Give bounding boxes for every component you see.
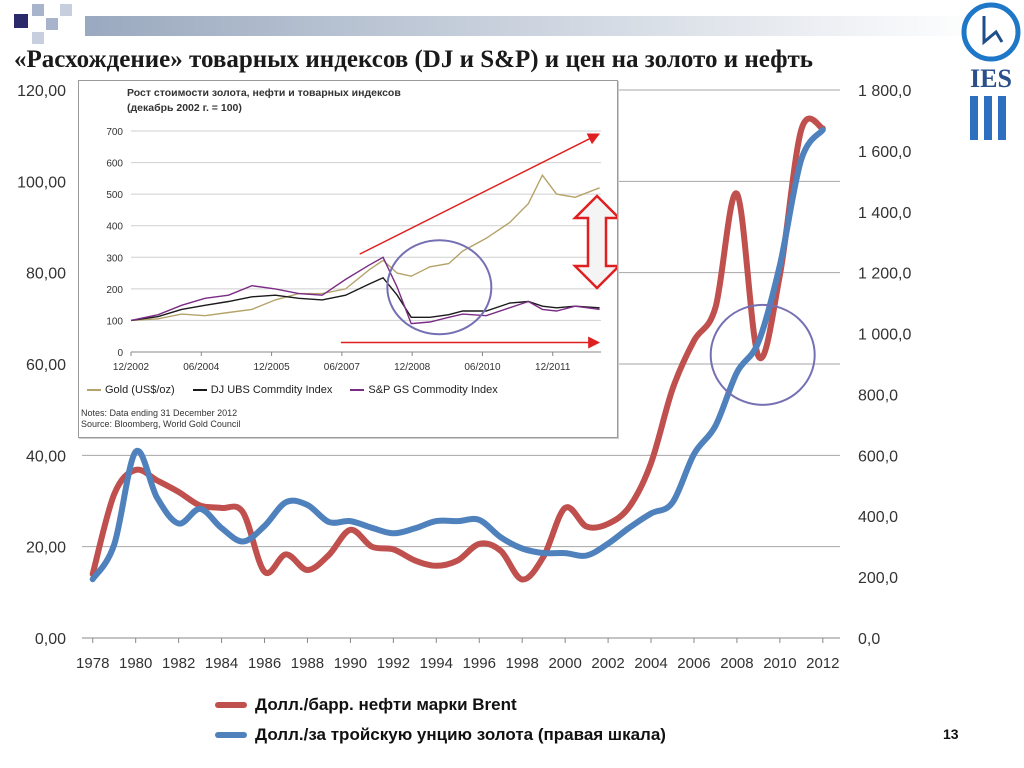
legend-swatch-gold <box>215 732 247 738</box>
inset-y-tick-label: 400 <box>106 222 123 233</box>
inset-chart: 0 100 200 300 400 500 600 700 12/2002 06/2004 12/2… <box>106 127 617 373</box>
slide-title: «Расхождение» товарных индексов (DJ и S&… <box>14 46 813 73</box>
x-tick-label: 2004 <box>634 655 667 672</box>
legend-swatch <box>87 389 101 391</box>
series-line-gold <box>89 126 826 583</box>
inset-x-tick-label: 06/2007 <box>324 362 361 373</box>
series-line-oil <box>89 115 826 583</box>
legend-item-gold: Долл./за тройскую унцию золота (правая ш… <box>215 720 666 750</box>
x-tick-label: 1990 <box>334 655 367 672</box>
inset-x-tick-label: 06/2004 <box>183 362 220 373</box>
x-tick-label: 1980 <box>119 655 152 672</box>
x-tick-label: 1988 <box>291 655 324 672</box>
y-left-tick-label: 40,00 <box>26 448 66 465</box>
inset-notes: Notes: Data ending 31 December 2012 Sour… <box>81 408 240 430</box>
inset-y-tick-label: 200 <box>106 285 123 296</box>
header-square <box>32 32 44 44</box>
inset-legend-dj: DJ UBS Commdity Index <box>192 384 333 396</box>
annotation-arrow-up <box>359 133 600 255</box>
y-right-tick-label: 800,0 <box>858 387 898 404</box>
legend-label: DJ UBS Commdity Index <box>210 384 333 396</box>
inset-x-tick-label: 12/2005 <box>254 362 291 373</box>
header-square <box>46 18 58 30</box>
inset-legend-sp: S&P GS Commodity Index <box>350 384 498 396</box>
x-tick-label: 2010 <box>763 655 796 672</box>
y-right-tick-label: 0,0 <box>858 631 880 648</box>
inset-y-tick-label: 700 <box>106 127 123 138</box>
inset-legend-gold: Gold (US$/oz) <box>87 384 175 396</box>
legend-label: S&P GS Commodity Index <box>368 384 498 396</box>
header-gradient-bar <box>85 16 985 36</box>
legend-label: Gold (US$/oz) <box>105 384 175 396</box>
annotation-circle <box>709 303 816 406</box>
annotation-double-arrow <box>571 194 617 290</box>
header-square <box>32 4 44 16</box>
inset-x-tick-label: 12/2002 <box>113 362 150 373</box>
y-right-tick-label: 1 000,0 <box>858 327 911 344</box>
inset-legend: Gold (US$/oz) DJ UBS Commdity Index S&P … <box>87 384 617 396</box>
logo-text: IES <box>970 64 1012 93</box>
inset-subtitle-line: (декабрь 2002 г. = 100) <box>127 102 242 114</box>
inset-x-tick-label: 12/2008 <box>394 362 431 373</box>
inset-source-line: Source: Bloomberg, World Gold Council <box>81 419 241 429</box>
legend-label-oil: Долл./барр. нефти марки Brent <box>255 695 517 714</box>
y-right-tick-label: 1 400,0 <box>858 205 911 222</box>
legend-item-oil: Долл./барр. нефти марки Brent <box>215 690 666 720</box>
inset-y-tick-label: 600 <box>106 159 123 170</box>
legend-swatch <box>192 389 207 391</box>
logo-bar <box>970 96 978 140</box>
y-left-tick-label: 80,00 <box>26 266 66 283</box>
inset-x-tick-label: 12/2011 <box>535 362 571 373</box>
x-tick-label: 1984 <box>205 655 238 672</box>
logo-bar <box>998 96 1006 140</box>
inset-chart-panel: 0 100 200 300 400 500 600 700 12/2002 06/2004 12/2… <box>78 80 618 438</box>
page-number: 13 <box>943 726 959 742</box>
x-tick-label: 1996 <box>463 655 496 672</box>
x-tick-label: 2008 <box>720 655 753 672</box>
x-tick-label: 2012 <box>806 655 839 672</box>
header-square <box>14 14 28 28</box>
y-right-tick-label: 200,0 <box>858 570 898 587</box>
x-tick-label: 1994 <box>420 655 453 672</box>
legend-label-gold: Долл./за тройскую унцию золота (правая ш… <box>255 725 666 744</box>
inset-annotation-circle <box>386 239 493 336</box>
inset-y-tick-label: 100 <box>106 316 123 327</box>
y-left-tick-label: 20,00 <box>26 540 66 557</box>
x-tick-label: 2002 <box>591 655 624 672</box>
logo-mark <box>982 16 1004 46</box>
ies-logo: IES <box>961 2 1021 140</box>
inset-x-tick-label: 06/2010 <box>464 362 501 373</box>
x-tick-label: 2006 <box>677 655 710 672</box>
inset-y-tick-label: 300 <box>106 253 123 264</box>
header-decoration <box>14 4 985 44</box>
header-square <box>60 4 72 16</box>
inset-chart-title: Рост стоимости золота, нефти и товарных … <box>127 86 401 116</box>
x-tick-label: 2000 <box>548 655 581 672</box>
legend-swatch-oil <box>215 702 247 708</box>
x-tick-label: 1998 <box>506 655 539 672</box>
inset-y-tick-label: 0 <box>117 348 123 359</box>
main-legend: Долл./барр. нефти марки Brent Долл./за т… <box>215 690 666 750</box>
inset-series-gold <box>130 173 600 322</box>
x-tick-label: 1986 <box>248 655 281 672</box>
y-right-tick-label: 1 800,0 <box>858 83 911 100</box>
y-left-tick-label: 60,00 <box>26 357 66 374</box>
x-tick-label: 1982 <box>162 655 195 672</box>
y-right-tick-label: 600,0 <box>858 448 898 465</box>
x-tick-label: 1992 <box>377 655 410 672</box>
legend-swatch <box>350 389 365 391</box>
x-tick-label: 1978 <box>76 655 109 672</box>
inset-notes-line: Notes: Data ending 31 December 2012 <box>81 408 238 418</box>
y-left-tick-label: 120,00 <box>17 83 66 100</box>
y-left-tick-label: 0,00 <box>35 631 66 648</box>
inset-series-sp <box>130 256 600 325</box>
logo-ring <box>961 2 1021 62</box>
inset-y-tick-label: 500 <box>106 190 123 201</box>
y-right-tick-label: 400,0 <box>858 509 898 526</box>
y-left-tick-label: 100,00 <box>17 174 66 191</box>
inset-title-line: Рост стоимости золота, нефти и товарных … <box>127 87 401 99</box>
y-right-tick-label: 1 200,0 <box>858 266 911 283</box>
y-right-tick-label: 1 600,0 <box>858 144 911 161</box>
logo-bar <box>984 96 992 140</box>
